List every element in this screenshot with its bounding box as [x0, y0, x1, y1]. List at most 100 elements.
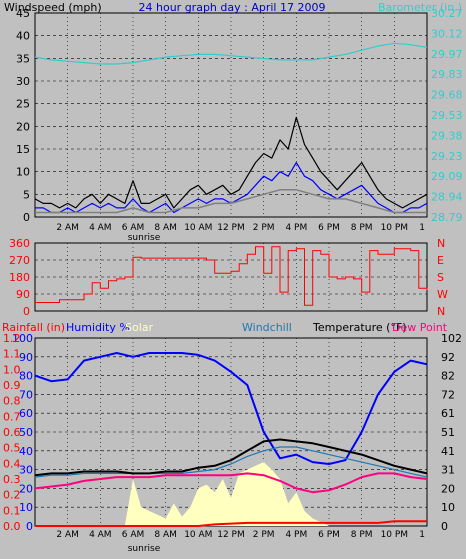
direction-tick-label: 270: [9, 254, 30, 267]
rainfall-tick-label: 0.1: [3, 504, 21, 517]
panel3-sunrise-label: sunrise: [128, 544, 161, 554]
panel2-plot-area: [34, 242, 428, 312]
panel3-rain-ticks: 0.0 0.1 0.2 0.3 0.4 0.5 0.6 0.7 0.8 0.9 1.0 1.1 1.2: [3, 332, 21, 533]
panel1-plot-area: [34, 12, 428, 218]
x-tick-label: 4 PM: [285, 530, 307, 540]
x-tick-label: 8 AM: [154, 223, 177, 233]
compass-tick-label: W: [437, 288, 448, 301]
x-tick-label: 2 PM: [253, 530, 275, 540]
x-tick-label: 10 PM: [381, 223, 409, 233]
x-tick-label: 6 AM: [122, 223, 145, 233]
legend-dew-point: Dew Point: [392, 321, 448, 334]
barometer-tick-label: 29.83: [431, 68, 463, 81]
windspeed-tick-label: 15: [16, 143, 30, 156]
temperature-tick-label: 92: [441, 351, 455, 364]
x-tick-label: 10 PM: [381, 530, 409, 540]
windspeed-tick-label: 40: [16, 30, 30, 43]
windspeed-tick-label: 20: [16, 120, 30, 133]
panel3-temperature-ticks: 0 10 20 31 41 51 61 72 82 92 102: [441, 332, 462, 533]
direction-tick-label: 0: [23, 305, 30, 318]
x-tick-label: 1: [419, 530, 425, 540]
x-tick-label: 8 PM: [351, 530, 373, 540]
humidity-tick-label: 40: [19, 445, 33, 458]
barometer-tick-label: 29.23: [431, 150, 463, 163]
temperature-tick-label: 82: [441, 370, 455, 383]
windspeed-tick-label: 5: [23, 188, 30, 201]
x-tick-label: 6 PM: [318, 223, 340, 233]
barometer-tick-label: 30.12: [431, 27, 463, 40]
temperature-tick-label: 31: [441, 464, 455, 477]
panel1-y2-ticks: 28.79 28.94 29.09 29.23 29.38 29.53 29.68 29.83…: [431, 7, 463, 224]
humidity-tick-label: 90: [19, 351, 33, 364]
windspeed-tick-label: 10: [16, 166, 30, 179]
legend-temperature: Temperature (°F): [312, 321, 407, 334]
barometer-tick-label: 29.68: [431, 89, 463, 102]
temperature-tick-label: 51: [441, 426, 455, 439]
panel1-x-ticks: 2 AM 4 AM 6 AM 8 AM 10 AM 12 PM 2 PM 4 PM 6 PM 8 …: [56, 223, 425, 233]
x-tick-label: 6 PM: [318, 530, 340, 540]
temperature-tick-label: 0: [441, 520, 448, 533]
rainfall-tick-label: 0.6: [3, 426, 21, 439]
rainfall-tick-label: 0.5: [3, 442, 21, 455]
humidity-tick-label: 20: [19, 482, 33, 495]
x-tick-label: 10 AM: [184, 530, 212, 540]
rainfall-tick-label: 0.0: [3, 520, 21, 533]
humidity-tick-label: 60: [19, 407, 33, 420]
panel2-series: [35, 246, 428, 306]
humidity-tick-label: 0: [26, 520, 33, 533]
barometer-tick-label: 29.09: [431, 170, 463, 183]
temperature-tick-label: 41: [441, 445, 455, 458]
temperature-tick-label: 61: [441, 407, 455, 420]
series-wind-direction-line: [35, 246, 428, 306]
series-barometer-in-line: [34, 42, 428, 65]
panel1-left-axis-title: Windspeed (mph): [4, 1, 102, 14]
x-tick-label: 4 AM: [89, 223, 112, 233]
legend-windchill: Windchill: [242, 321, 292, 334]
x-tick-label: 1: [419, 223, 425, 233]
rainfall-tick-label: 0.3: [3, 473, 21, 486]
chart-title: 24 hour graph day : April 17 2009: [139, 1, 326, 14]
temperature-tick-label: 20: [441, 482, 455, 495]
x-tick-label: 2 AM: [56, 223, 79, 233]
x-tick-label: 8 PM: [351, 223, 373, 233]
series-dew-point-line: [34, 472, 428, 494]
legend-humidity: Humidity %: [66, 321, 130, 334]
humidity-tick-label: 30: [19, 464, 33, 477]
panel1-series: [34, 42, 428, 214]
rainfall-tick-label: 0.2: [3, 489, 21, 502]
panel2-y-ticks: 0 90 180 270 360: [9, 237, 30, 318]
humidity-tick-label: 80: [19, 370, 33, 383]
rainfall-tick-label: 1.1: [3, 348, 21, 361]
legend-rainfall: Rainfall (in): [2, 321, 65, 334]
direction-tick-label: 90: [16, 288, 30, 301]
series-wind-gust-line: [34, 116, 428, 209]
panel1-grid: [35, 13, 427, 217]
x-tick-label: 6 AM: [122, 530, 145, 540]
series-wind-average-line: [35, 189, 427, 214]
barometer-tick-label: 29.38: [431, 129, 463, 142]
rainfall-tick-label: 0.9: [3, 379, 21, 392]
barometer-tick-label: 30.27: [431, 7, 463, 20]
humidity-tick-label: 100: [12, 332, 33, 345]
x-tick-label: 12 PM: [217, 223, 245, 233]
x-tick-label: 12 PM: [217, 530, 245, 540]
panel3-series: [34, 352, 428, 527]
windspeed-tick-label: 25: [16, 98, 30, 111]
compass-tick-label: E: [437, 254, 444, 267]
series-windchill-line: [34, 446, 428, 478]
windspeed-tick-label: 30: [16, 75, 30, 88]
humidity-tick-label: 70: [19, 388, 33, 401]
rainfall-tick-label: 1.0: [3, 363, 21, 376]
compass-tick-label: N: [437, 237, 445, 250]
direction-tick-label: 360: [9, 237, 30, 250]
barometer-tick-label: 28.94: [431, 191, 463, 204]
humidity-tick-label: 50: [19, 426, 33, 439]
barometer-tick-label: 29.53: [431, 109, 463, 122]
barometer-tick-label: 28.79: [431, 211, 463, 224]
rainfall-tick-label: 0.7: [3, 410, 21, 423]
panel1-sunrise-label: sunrise: [128, 233, 161, 243]
panel3-x-ticks: 2 AM 4 AM 6 AM 8 AM 10 AM 12 PM 2 PM 4 PM 6 PM 8 …: [56, 530, 425, 540]
windspeed-tick-label: 35: [16, 52, 30, 65]
